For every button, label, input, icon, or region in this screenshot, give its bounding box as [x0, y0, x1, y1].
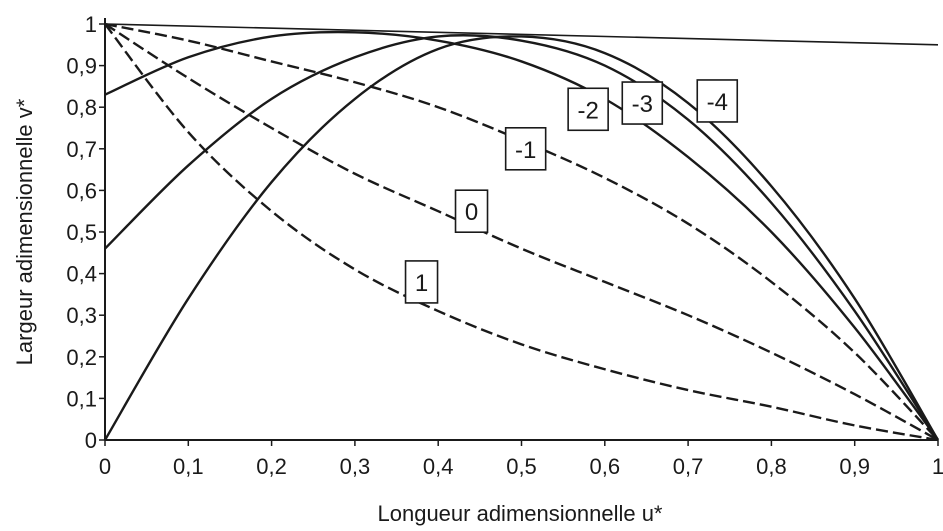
y-tick-label: 0,5 [66, 220, 97, 245]
x-tick-label: 0,3 [340, 454, 371, 479]
series-line--3 [104, 34, 940, 441]
curve-label-box [504, 127, 547, 171]
x-tick-label: 0,6 [590, 454, 621, 479]
y-tick-label: 0,8 [66, 95, 97, 120]
y-tick-label: 0,7 [66, 137, 97, 162]
series-line--4 [103, 35, 940, 441]
curve-label-box [621, 81, 664, 125]
curve-label-0: 0 [454, 189, 489, 233]
curve-label-1: 1 [404, 260, 439, 304]
x-tick-label: 0,7 [673, 454, 704, 479]
series-line-0 [104, 22, 939, 442]
plot-area [103, 22, 940, 442]
curve-label--2: -2 [567, 87, 609, 132]
curve-label-box [696, 79, 739, 123]
curve-label-text: 1 [415, 270, 428, 297]
y-tick-label: 0,2 [66, 345, 97, 370]
y-tick-label: 0,4 [66, 262, 97, 287]
curve-label-box [404, 260, 439, 304]
x-tick-label: 0,2 [256, 454, 287, 479]
x-tick-label: 0,9 [839, 454, 870, 479]
reference-line [104, 23, 939, 46]
axes: 0 0,1 0,2 0,3 0,4 0,5 0,6 0,7 0,8 0,9 1 0 0,1 0,2 0,3 0… [66, 12, 943, 479]
curve-label-box [454, 189, 489, 233]
y-axis-title: Largeur adimensionnelle v* [12, 98, 37, 365]
curve-label--3: -3 [621, 81, 664, 125]
x-tick-label: 1 [932, 454, 943, 479]
y-tick-label: 0,3 [66, 303, 97, 328]
curve-label-text: -3 [632, 91, 653, 118]
series-line-1 [104, 23, 939, 442]
curve-label--1: -1 [504, 127, 547, 171]
curve-label-text: 0 [465, 199, 478, 226]
x-tick-label: 0,8 [756, 454, 787, 479]
curve-label-text: -4 [707, 89, 728, 116]
x-tick-label: 0,1 [173, 454, 204, 479]
curve-label-text: -2 [577, 97, 598, 124]
x-axis-title: Longueur adimensionnelle u* [378, 501, 663, 526]
curve-label-text: -1 [515, 137, 536, 164]
x-tick-label: 0,4 [423, 454, 454, 479]
curve-label--4: -4 [696, 79, 739, 123]
y-tick-label: 0 [85, 428, 97, 453]
y-tick-label: 1 [85, 12, 97, 37]
curve-labels: 1 0 -1 -2 -3 -4 [404, 79, 739, 304]
curve-label-box [567, 87, 609, 132]
series-line--2 [104, 30, 939, 441]
y-tick-label: 0,9 [66, 54, 97, 79]
y-tick-label: 0,1 [66, 386, 97, 411]
y-tick-label: 0,6 [66, 178, 97, 203]
series-line--1 [104, 22, 939, 441]
x-tick-label: 0 [99, 454, 111, 479]
x-tick-label: 0,5 [506, 454, 537, 479]
